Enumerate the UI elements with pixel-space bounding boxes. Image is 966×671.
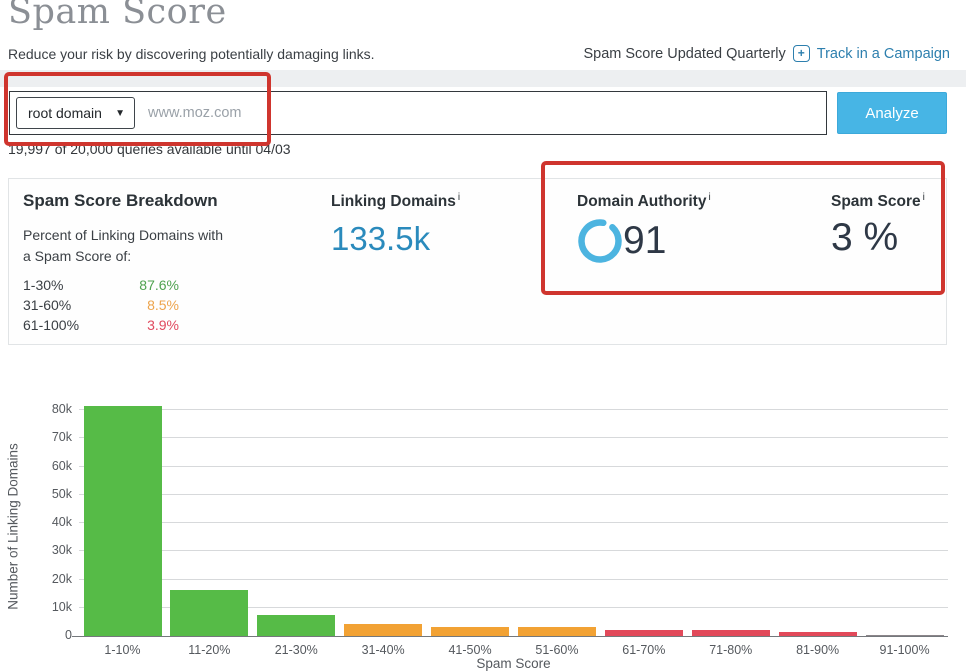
breakdown-range-label: 61-100% [23, 317, 80, 333]
gridline [79, 578, 948, 580]
breakdown-row: 61-100% 3.9% [23, 315, 179, 335]
bar-31-40%[interactable] [344, 623, 423, 636]
x-axis-line [72, 636, 948, 637]
bar-41-50%[interactable] [431, 626, 510, 636]
y-tick-label: 0 [65, 628, 72, 642]
breakdown-rows: 1-30% 87.6% 31-60% 8.5% 61-100% 3.9% [23, 275, 179, 335]
info-icon[interactable]: i [922, 192, 925, 203]
domain-input[interactable] [135, 92, 826, 134]
breakdown-percent-value: 8.5% [147, 297, 179, 313]
chart-plot-area [72, 406, 948, 637]
domain-authority-value: 91 [623, 219, 667, 263]
gridline [79, 522, 948, 523]
bar-21-30%[interactable] [257, 614, 336, 636]
gridline [79, 409, 948, 410]
x-axis-title: Spam Score [476, 656, 551, 671]
domain-authority-label: Domain Authority [577, 193, 707, 211]
bar-1-10%[interactable] [83, 406, 162, 636]
info-icon[interactable]: i [708, 192, 711, 203]
breakdown-percent-value: 3.9% [147, 317, 179, 333]
x-tick-label: 11-20% [188, 643, 231, 657]
breakdown-row: 31-60% 8.5% [23, 295, 179, 315]
page-subtitle: Reduce your risk by discovering potentia… [8, 46, 375, 62]
y-tick-label: 40k [51, 515, 72, 529]
breakdown-description: Percent of Linking Domains with a Spam S… [23, 227, 223, 264]
bar-91-100%[interactable] [865, 635, 944, 636]
bar-71-80%[interactable] [691, 629, 770, 636]
y-tick-label: 30k [51, 543, 72, 558]
track-in-campaign-link[interactable]: Track in a Campaign [816, 45, 950, 62]
y-tick-label: 80k [51, 402, 72, 416]
header-right: Spam Score Updated Quarterly + Track in … [583, 45, 950, 62]
breakdown-title: Spam Score Breakdown [23, 191, 218, 210]
gridline [79, 606, 948, 608]
gridline [79, 493, 948, 495]
x-tick-label: 61-70% [622, 643, 666, 657]
y-tick-label: 20k [51, 571, 72, 586]
gridline [79, 465, 948, 467]
y-axis-title: Number of Linking Domains [5, 443, 21, 610]
breakdown-range-label: 1-30% [23, 277, 64, 293]
x-tick-label: 71-80% [709, 643, 753, 657]
plus-icon[interactable]: + [792, 45, 810, 62]
x-tick-label: 91-100% [879, 643, 930, 657]
y-tick-label: 50k [51, 486, 72, 501]
queries-available-note: 19,997 of 20,000 queries available until… [8, 141, 291, 157]
x-tick-label: 31-40% [361, 643, 405, 657]
linking-domains-stat: Linking Domains i 133.5k [331, 192, 460, 258]
info-icon[interactable]: i [457, 192, 461, 203]
page-title: Spam Score [8, 0, 227, 32]
linking-domains-value: 133.5k [331, 220, 431, 258]
scope-dropdown[interactable]: root domain ▼ [16, 97, 135, 129]
domain-authority-ring-icon [578, 219, 622, 263]
bar-51-60%[interactable] [518, 626, 596, 636]
updated-quarterly-note: Spam Score Updated Quarterly [583, 45, 786, 62]
x-tick-label: 21-30% [274, 643, 318, 657]
x-tick-label: 1-10% [104, 643, 141, 657]
y-tick-label: 70k [51, 430, 72, 445]
domain-authority-stat: Domain Authority i 91 [577, 192, 711, 264]
y-tick-label: 60k [51, 458, 72, 473]
breakdown-range-label: 31-60% [23, 297, 72, 313]
bar-11-20%[interactable] [170, 589, 249, 636]
gridline [79, 550, 948, 552]
section-divider-strip [0, 70, 966, 87]
chevron-down-icon: ▼ [115, 107, 125, 119]
stats-panel: Spam Score Breakdown Percent of Linking … [8, 178, 947, 345]
scope-dropdown-value: root domain [28, 105, 102, 121]
spam-score-label: Spam Score [831, 193, 921, 211]
x-tick-label: 51-60% [535, 643, 579, 657]
y-tick-label: 10k [51, 599, 72, 614]
bar-81-90%[interactable] [778, 632, 857, 636]
spam-score-chart: Number of Linking Domains Spam Score 0 10… [0, 395, 966, 671]
x-tick-label: 41-50% [448, 643, 492, 657]
x-tick-label: 81-90% [796, 643, 840, 657]
spam-score-stat: Spam Score i 3 % [831, 192, 925, 260]
breakdown-row: 1-30% 87.6% [23, 275, 179, 295]
spam-score-value: 3 % [831, 216, 899, 260]
bar-61-70%[interactable] [604, 629, 683, 636]
linking-domains-label: Linking Domains [331, 193, 456, 211]
search-box: root domain ▼ [9, 91, 827, 135]
breakdown-percent-value: 87.6% [139, 277, 179, 293]
gridline [79, 437, 948, 439]
analyze-button[interactable]: Analyze [837, 92, 947, 134]
